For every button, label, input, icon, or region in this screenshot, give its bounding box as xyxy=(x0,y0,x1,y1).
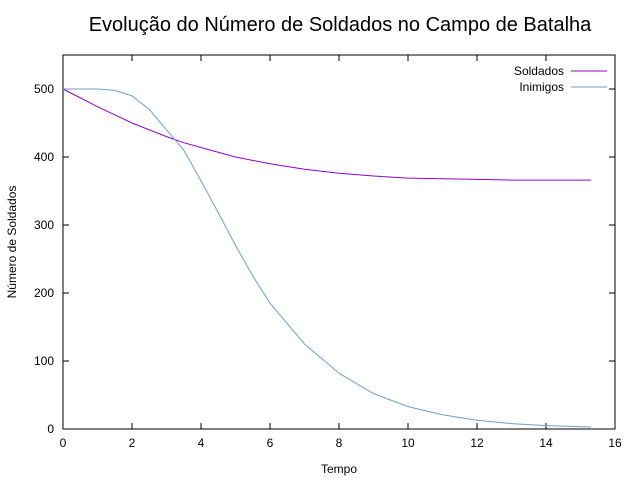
series-line-soldados xyxy=(62,88,591,181)
chart-title: Evolução do Número de Soldados no Campo … xyxy=(89,14,592,36)
series-lines xyxy=(62,88,591,428)
x-tick-label: 6 xyxy=(267,436,274,450)
x-tick-label: 14 xyxy=(539,436,553,450)
legend: Soldados Inimigos xyxy=(514,64,607,94)
axis-ticks: 0 2 4 6 8 10 12 14 16 0 100 200 300 400 500 xyxy=(34,55,622,450)
series-line-inimigos xyxy=(63,88,591,428)
x-tick-label: 4 xyxy=(198,436,205,450)
y-tick-label: 200 xyxy=(34,286,54,300)
y-tick-label: 100 xyxy=(34,354,54,368)
legend-label-soldados: Soldados xyxy=(514,64,564,78)
x-tick-label: 12 xyxy=(470,436,484,450)
y-tick-label: 500 xyxy=(34,82,54,96)
x-tick-label: 0 xyxy=(60,436,67,450)
x-tick-label: 16 xyxy=(608,436,622,450)
y-axis-label: Número de Soldados xyxy=(5,186,19,299)
x-tick-label: 2 xyxy=(129,436,136,450)
legend-label-inimigos: Inimigos xyxy=(519,80,564,94)
y-tick-label: 400 xyxy=(34,150,54,164)
y-tick-label: 0 xyxy=(47,422,54,436)
x-tick-label: 10 xyxy=(401,436,415,450)
x-tick-label: 8 xyxy=(336,436,343,450)
y-tick-label: 300 xyxy=(34,218,54,232)
x-axis-label: Tempo xyxy=(321,462,357,476)
